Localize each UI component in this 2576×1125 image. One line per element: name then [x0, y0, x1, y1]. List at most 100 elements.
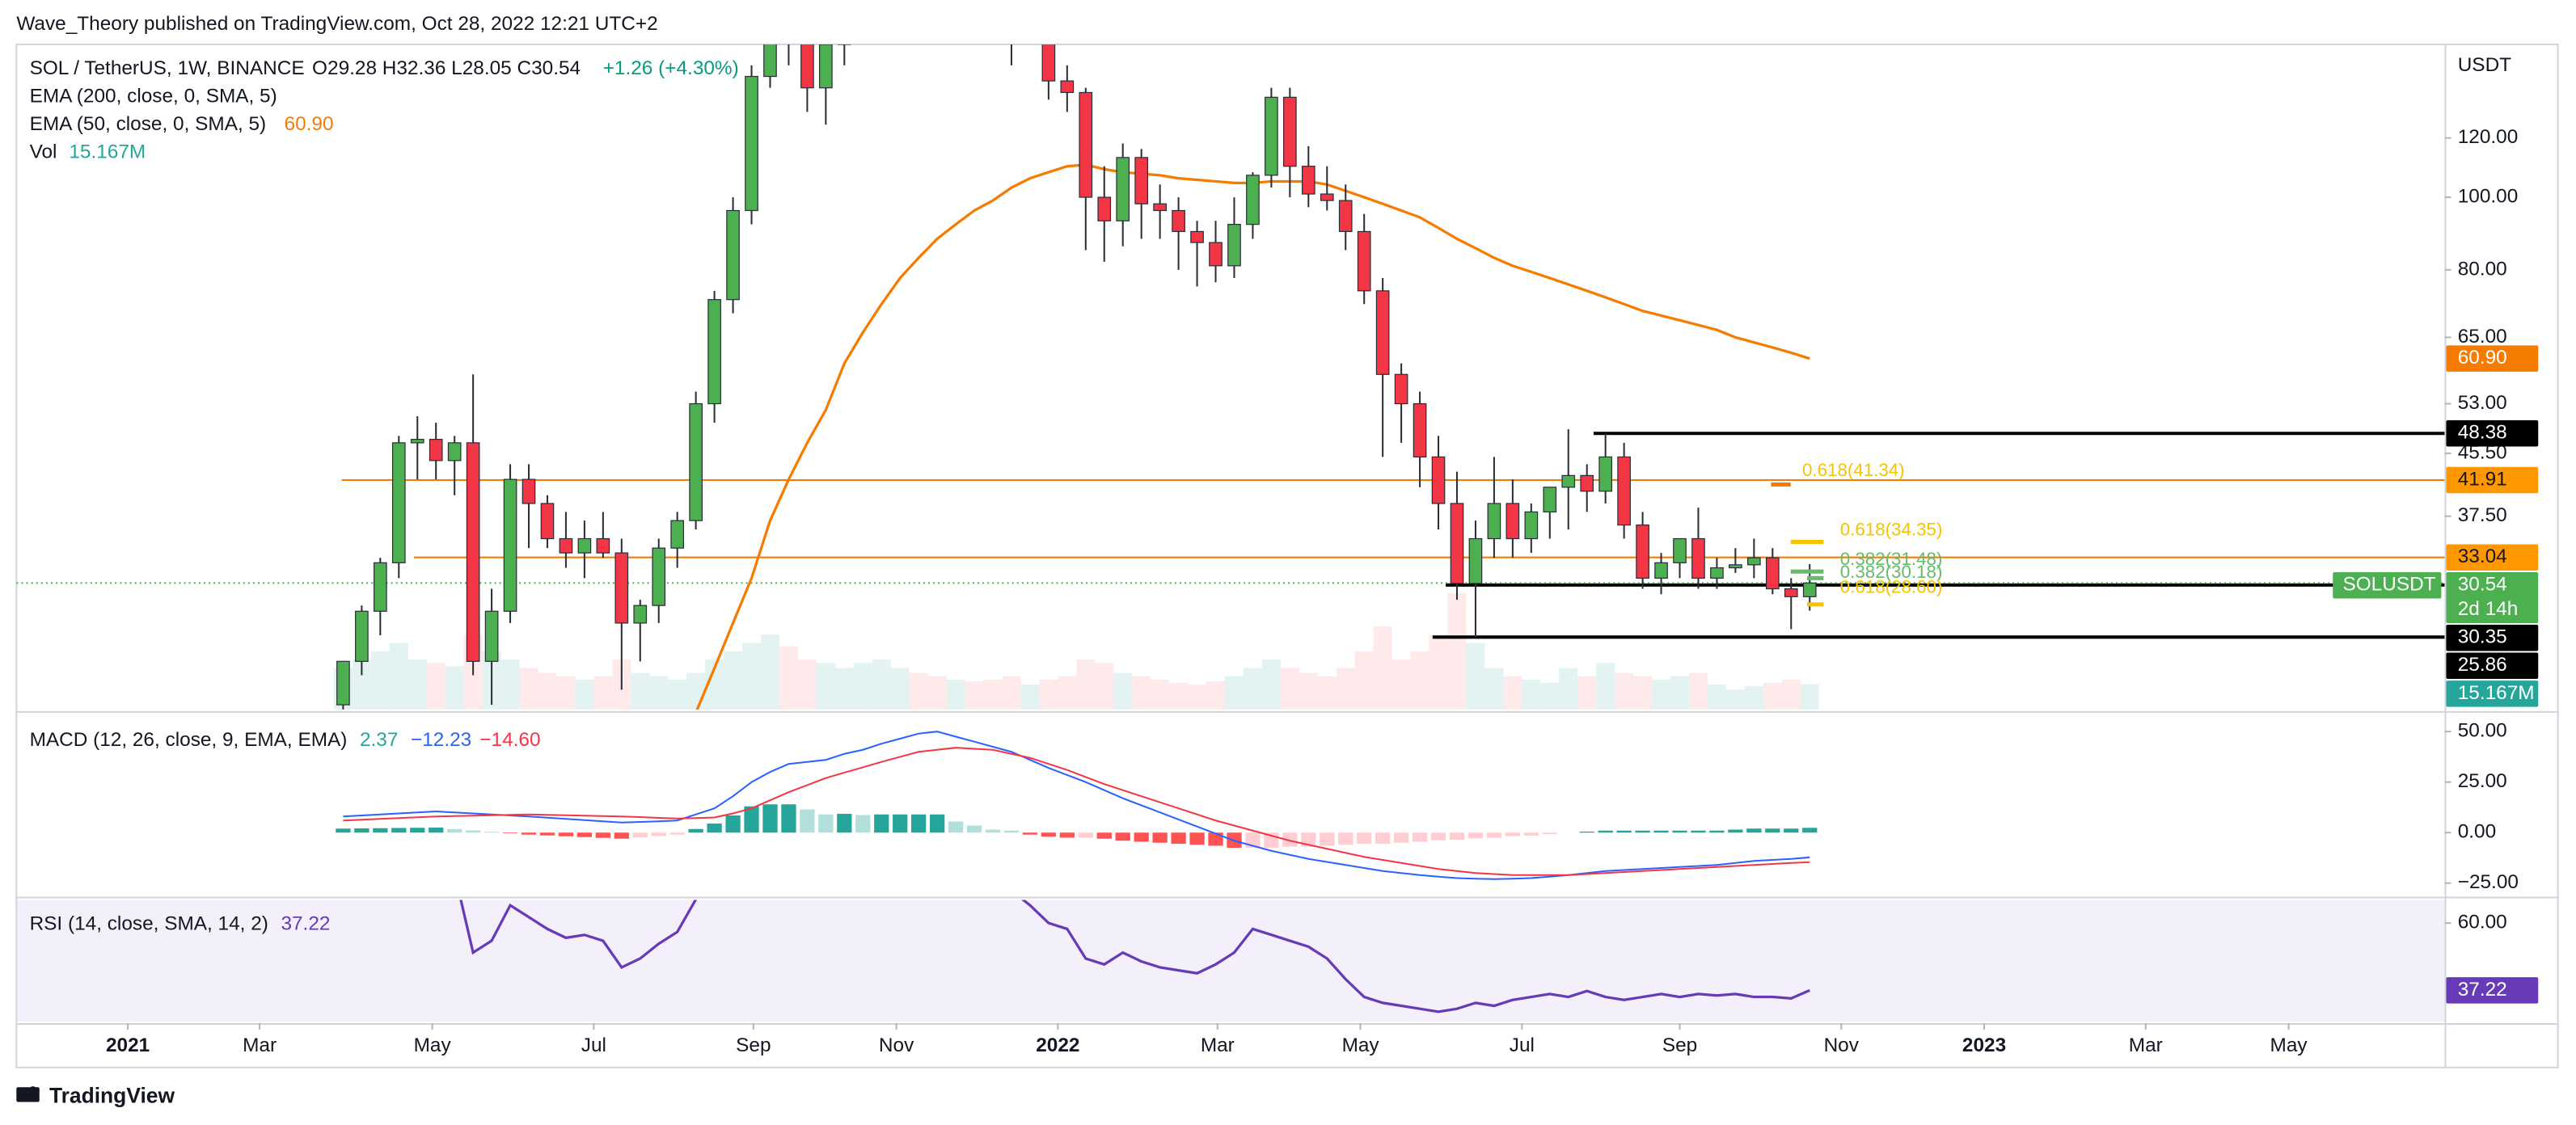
x-tick-label: May: [2270, 1034, 2308, 1056]
macd-histogram-bar: [391, 828, 407, 833]
candle-body: [1710, 567, 1724, 579]
candle-body: [819, 44, 833, 89]
macd-histogram-bar: [1449, 832, 1465, 840]
brand-logo: [16, 1086, 40, 1102]
volume-bar: [1670, 676, 1689, 710]
candle-body: [1190, 230, 1204, 243]
candle-body: [559, 537, 573, 554]
volume-bar: [519, 668, 538, 710]
price-badge: [2446, 466, 2539, 494]
x-tick-label: Sep: [1662, 1034, 1697, 1056]
price-badge-label: 30.54: [2458, 574, 2507, 596]
candle-body: [1505, 503, 1520, 540]
candle-body: [800, 44, 814, 89]
legend-vol-value: 15.167M: [69, 141, 146, 162]
volume-bar: [1058, 676, 1077, 710]
candle-body: [726, 209, 740, 301]
x-tick-label: Jul: [581, 1034, 606, 1056]
macd-histogram-bar: [651, 832, 666, 836]
macd-histogram-bar: [1412, 832, 1428, 842]
macd-histogram-bar: [688, 828, 703, 833]
x-tick-label: 2023: [1962, 1034, 2006, 1056]
volume-bar: [1206, 680, 1225, 710]
volume-bar: [426, 663, 446, 710]
volume-bar: [389, 643, 408, 710]
volume-bar: [1076, 659, 1096, 710]
x-tick-label: Nov: [1824, 1034, 1860, 1056]
candle-body: [1357, 230, 1371, 292]
overlay-layer: 120.00100.0080.0065.0053.0045.5037.50202…: [106, 126, 2539, 1056]
volume-bar: [1224, 676, 1244, 710]
candle-body: [633, 605, 648, 624]
symbol-tag: [2333, 571, 2442, 599]
candle-body: [1301, 166, 1315, 195]
candle-body: [1543, 487, 1557, 513]
macd-histogram-bar: [1189, 832, 1205, 845]
macd-histogram-bar: [558, 832, 574, 836]
volume-bar: [1688, 672, 1708, 710]
legend-ema200: EMA (200, close, 0, SMA, 5): [30, 85, 277, 107]
price-badge: [2446, 652, 2539, 680]
candle-body: [1747, 557, 1761, 566]
candle-body: [689, 402, 703, 521]
x-tick-label: Mar: [243, 1034, 277, 1056]
fib-label: 0.382(31.48): [1840, 549, 1943, 569]
volume-bar: [834, 668, 854, 710]
volume-bar: [1373, 626, 1392, 710]
legend-rsi: RSI (14, close, SMA, 14, 2): [30, 912, 268, 934]
macd-histogram-bar: [1320, 832, 1335, 846]
volume-bar: [1391, 659, 1411, 710]
candle-body: [1598, 456, 1613, 492]
volume-bar: [872, 659, 891, 710]
fib-label: 0.618(34.35): [1840, 519, 1943, 539]
legend-ema50: EMA (50, close, 0, SMA, 5): [30, 113, 267, 135]
volume-bar: [556, 676, 576, 710]
macd-histogram-bar: [911, 814, 927, 833]
macd-histogram-bar: [893, 814, 908, 833]
volume-bar: [370, 651, 390, 710]
volume-bar: [1652, 679, 1671, 710]
macd-histogram-bar: [1357, 832, 1372, 844]
rsi-badge: [2446, 977, 2539, 1004]
macd-histogram-bar: [1208, 832, 1223, 846]
macd-histogram-bar: [521, 832, 537, 835]
candle-body: [429, 439, 443, 461]
legend-ema50-value: 60.90: [285, 113, 334, 135]
macd-histogram-bar: [1765, 828, 1780, 833]
volume-bar: [575, 679, 594, 710]
macd-histogram-bar: [1393, 832, 1409, 843]
macd-histogram-bar: [707, 823, 722, 833]
candle-body: [1283, 96, 1297, 167]
volume-bar: [1540, 682, 1560, 710]
macd-histogram-bar: [1802, 828, 1818, 833]
legend-macd: MACD (12, 26, close, 9, EMA, EMA): [30, 729, 348, 751]
candle-body: [1060, 80, 1075, 94]
candle-body: [391, 442, 406, 563]
candle-body: [1227, 224, 1241, 267]
macd-histogram-bar: [1022, 832, 1038, 835]
y-tick-label: 80.00: [2458, 258, 2507, 280]
volume-bar: [500, 659, 520, 710]
fib-label: 0.382(30.18): [1840, 562, 1943, 582]
candle-body: [707, 299, 721, 405]
x-tick-label: Sep: [736, 1034, 771, 1056]
volume-bar: [1336, 668, 1355, 710]
candle-body: [1246, 175, 1260, 225]
price-badge: [2446, 345, 2539, 372]
volume-bar: [1002, 676, 1021, 710]
macd-histogram-bar: [948, 821, 964, 833]
volume-bar: [1039, 679, 1058, 710]
macd-histogram-bar: [502, 832, 518, 833]
volume-bar: [1095, 663, 1114, 710]
fib-label: 0.618(41.34): [1802, 460, 1905, 480]
volume-bar: [1299, 672, 1318, 710]
macd-histogram-bar: [447, 828, 462, 833]
candle-body: [1654, 562, 1668, 579]
candle-body: [1413, 402, 1427, 457]
volume-bar: [352, 659, 371, 710]
macd-histogram-bar: [1041, 832, 1057, 837]
candle-body: [540, 503, 555, 540]
y-tick-label: 65.00: [2458, 326, 2507, 348]
macd-histogram-bar: [1115, 832, 1130, 841]
